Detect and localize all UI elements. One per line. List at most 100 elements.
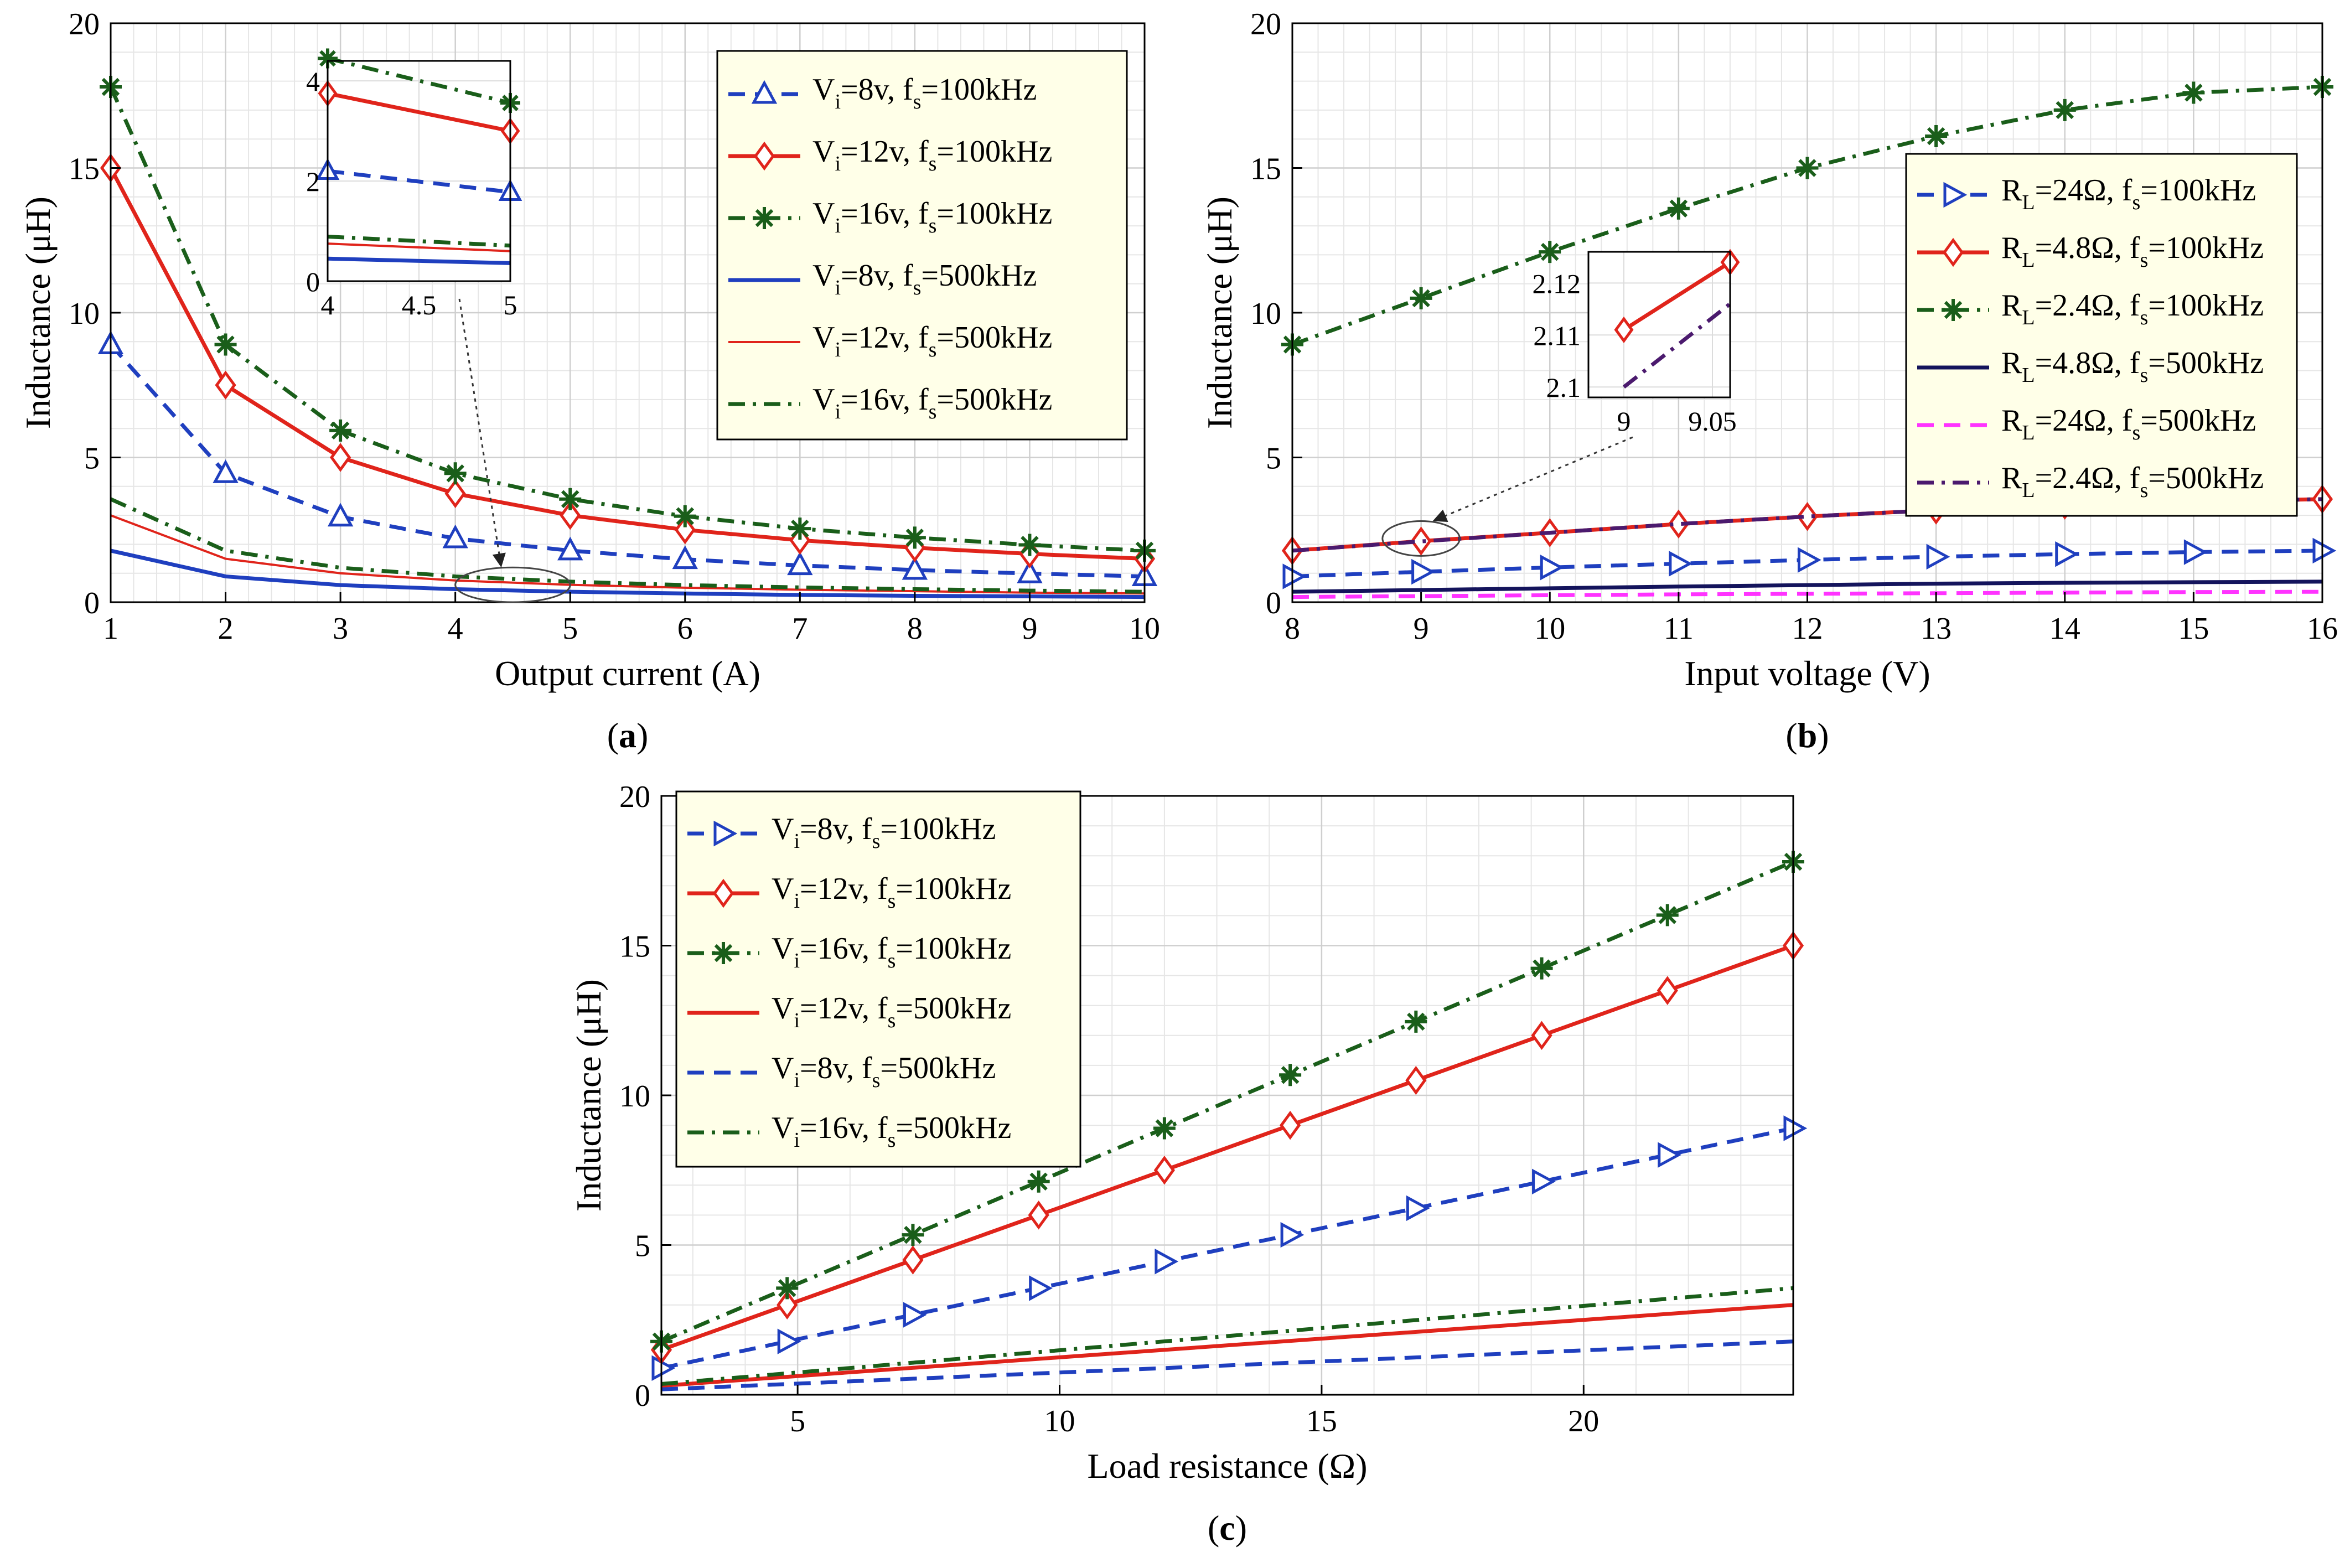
legend-var-sub: L xyxy=(2022,306,2035,329)
series-c-1 xyxy=(650,931,1804,1365)
x-tick-label: 16 xyxy=(2307,612,2338,646)
legend-f: f xyxy=(903,258,913,293)
legend-entry: Vi=8v, fs=100kHz xyxy=(772,812,996,853)
legend-var: V xyxy=(772,932,794,966)
y-tick-label: 10 xyxy=(1250,297,1281,331)
legend-f-val: =100kHz xyxy=(880,812,996,846)
legend-f-sub: s xyxy=(888,1009,896,1032)
legend-var: V xyxy=(812,258,835,293)
legend-var: V xyxy=(772,1111,794,1145)
legend-f-val: =500kHz xyxy=(896,1111,1011,1145)
legend-f-sub: s xyxy=(929,214,937,237)
zoom-a-arrow-head xyxy=(492,552,506,568)
inset-data-point xyxy=(1614,316,1634,343)
inset-y-tick-label: 2.1 xyxy=(1546,372,1581,403)
legend-f-sub: s xyxy=(2132,421,2140,444)
legend-f-sub: s xyxy=(888,949,896,972)
x-axis-label: Load resistance (Ω) xyxy=(1088,1446,1368,1486)
inset-series-line xyxy=(327,234,511,248)
legend-entry: RL=4.8Ω, fs=100kHz xyxy=(2001,231,2264,272)
y-tick-label: 15 xyxy=(1250,152,1281,187)
legend-marker xyxy=(1943,182,1968,208)
legend-entry: Vi=16v, fs=100kHz xyxy=(812,196,1052,237)
legend-var: V xyxy=(812,382,835,417)
legend-f: f xyxy=(918,320,929,355)
data-point xyxy=(902,1245,924,1275)
data-point xyxy=(1282,563,1307,589)
panel-label: (c) xyxy=(1208,1508,1247,1548)
legend-f: f xyxy=(903,73,913,107)
panel-label-letter: b xyxy=(1798,716,1818,755)
legend-entry: RL=4.8Ω, fs=500kHz xyxy=(2001,346,2264,387)
data-point xyxy=(789,518,811,540)
data-point xyxy=(1028,1200,1049,1230)
data-point xyxy=(2053,99,2076,121)
data-point xyxy=(1017,559,1043,583)
legend-var: V xyxy=(772,872,794,906)
legend-f-val: =100kHz xyxy=(921,73,1037,107)
data-point xyxy=(330,443,351,472)
series-line xyxy=(660,860,1794,1343)
legend-var-sub: L xyxy=(2022,479,2035,502)
inset-frame xyxy=(327,60,511,282)
data-point xyxy=(442,524,468,548)
legend-var: R xyxy=(2001,173,2022,208)
data-point xyxy=(1539,241,1561,263)
legend-entry: Vi=8v, fs=500kHz xyxy=(772,1051,996,1092)
legend-var-sub: i xyxy=(835,152,841,175)
data-point xyxy=(1667,197,1690,220)
data-point xyxy=(1669,551,1693,577)
x-tick-label: 20 xyxy=(1568,1404,1599,1438)
legend-f-val: =100kHz xyxy=(896,932,1011,966)
panel-label-open: ( xyxy=(1785,716,1797,755)
series-a-2 xyxy=(100,76,1156,562)
x-tick-label: 4 xyxy=(448,612,463,646)
legend-var-val: =12v, xyxy=(841,320,918,355)
legend-f-val: =500kHz xyxy=(2140,403,2256,438)
legend-entry: RL=24Ω, fs=500kHz xyxy=(2001,403,2256,444)
data-point xyxy=(1783,1115,1808,1141)
legend-var-sub: i xyxy=(835,338,841,361)
legend-var-sub: i xyxy=(794,1129,800,1152)
x-tick-label: 15 xyxy=(1306,1404,1337,1438)
legend-var: R xyxy=(2001,403,2022,438)
legend-var: R xyxy=(2001,346,2022,380)
inset-x-tick-label: 5 xyxy=(504,289,517,320)
x-tick-label: 12 xyxy=(1792,612,1823,646)
legend-f-sub: s xyxy=(929,152,937,175)
data-point xyxy=(777,1290,798,1319)
data-point xyxy=(1280,1222,1305,1248)
series-line xyxy=(661,1339,1794,1391)
chart-b: 8 9 10 11 12 13 14 15 16 0 5 10 15 20 Input voltage (V… xyxy=(1200,7,2338,755)
x-tick-label: 5 xyxy=(562,612,578,646)
legend-var: V xyxy=(812,73,835,107)
legend-var-val: =24Ω, xyxy=(2035,173,2122,208)
legend-marker xyxy=(1942,299,1964,321)
x-tick-label: 1 xyxy=(103,612,118,646)
legend-var-val: =16v, xyxy=(800,932,877,966)
legend-f-sub: s xyxy=(888,1129,896,1152)
legend-f: f xyxy=(2130,461,2140,495)
legend-f-sub: s xyxy=(888,889,896,913)
inset-y-tick-label: 0 xyxy=(306,266,320,297)
series-a-4 xyxy=(110,514,1145,595)
series-a-0 xyxy=(97,330,1158,586)
legend-f-sub: s xyxy=(2132,191,2140,214)
legend-f-val: =500kHz xyxy=(896,991,1011,1026)
inset-x-tick-label: 4.5 xyxy=(402,289,437,320)
data-point xyxy=(327,503,354,527)
legend-box xyxy=(1905,153,2298,517)
legend-f-sub: s xyxy=(2140,364,2148,387)
legend-entry: RL=2.4Ω, fs=500kHz xyxy=(2001,461,2264,502)
legend-var: R xyxy=(2001,231,2022,265)
legend-f: f xyxy=(877,872,888,906)
data-point xyxy=(1657,976,1678,1005)
data-point xyxy=(1153,1117,1176,1140)
data-point xyxy=(1796,157,1819,179)
data-point xyxy=(557,536,583,561)
legend-var-val: =16v, xyxy=(841,382,918,417)
legend-box xyxy=(675,790,1081,1168)
y-tick-label: 0 xyxy=(84,586,100,620)
